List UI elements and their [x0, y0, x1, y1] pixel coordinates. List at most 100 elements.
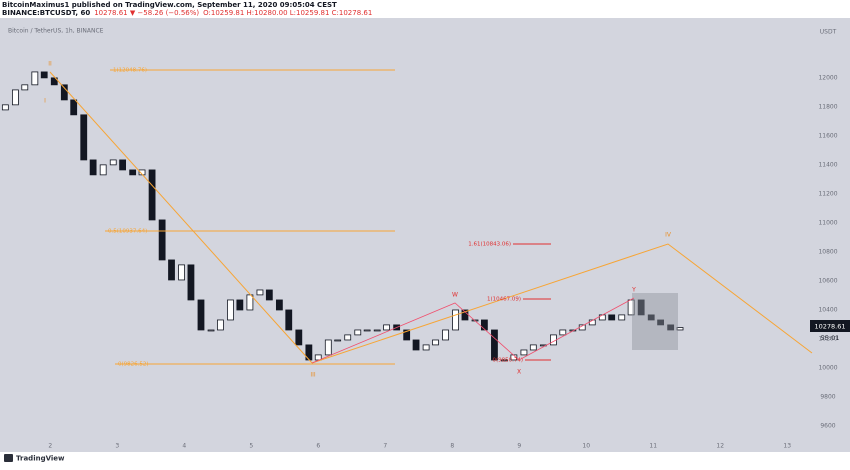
y-tick-label: 10800: [818, 248, 837, 255]
y-tick-label: 11000: [818, 219, 837, 226]
candle-body: [275, 299, 283, 311]
wave-line: [49, 71, 313, 364]
candle-body: [637, 299, 645, 316]
y-tick-label: 10600: [818, 277, 837, 284]
fib-label: 0(9826.52): [118, 362, 149, 368]
logo-icon: [4, 454, 13, 462]
candle-body: [334, 339, 342, 342]
candle-body: [676, 327, 684, 331]
author-line: BitcoinMaximus1 published on TradingView…: [2, 1, 337, 9]
fib-label: 1(10467.09): [487, 297, 521, 303]
candle-body: [60, 84, 68, 101]
y-tick-label: 9800: [820, 393, 835, 400]
candle-body: [178, 264, 185, 281]
wave-label: I: [44, 98, 46, 105]
candle-body: [657, 319, 665, 326]
x-tick-label: 3: [115, 443, 119, 450]
candle-body: [265, 289, 273, 301]
x-tick-label: 12: [716, 443, 724, 450]
candle-body: [256, 289, 264, 296]
y-tick-label: 12000: [818, 75, 837, 82]
fib-label: 1.61(10843.06): [468, 242, 511, 248]
wave-label: III: [310, 372, 316, 379]
candle-body: [618, 314, 626, 321]
candle-body: [442, 329, 449, 341]
highlight-box: [632, 293, 678, 350]
x-tick-label: 5: [249, 443, 253, 450]
y-tick-label: 10200: [818, 335, 837, 342]
y-tick-label: 11400: [818, 161, 837, 168]
countdown: 55:01: [821, 334, 840, 342]
candle-body: [217, 319, 224, 331]
ohlc: O:10259.81 H:10280.00 L:10259.81 C:10278…: [203, 9, 372, 17]
candle-body: [667, 324, 675, 331]
candle-body: [21, 84, 29, 91]
last-price-box: [810, 320, 850, 332]
candle-body: [529, 344, 537, 351]
x-tick-label: 9: [517, 443, 521, 450]
candle-body: [491, 329, 498, 361]
symbol-line: BINANCE:BTCUSDT, 60 10278.61 ▼ −58.26 (−0…: [2, 9, 372, 17]
last-price: 10278.61: [814, 323, 845, 331]
candle-body: [480, 319, 488, 331]
y-axis-label: USDT: [820, 29, 837, 36]
candle-body: [109, 159, 117, 166]
chart-background: [0, 18, 850, 452]
candle-body: [324, 339, 332, 356]
candle-body: [412, 339, 420, 351]
candle-body: [236, 299, 244, 311]
candle-body: [422, 344, 430, 351]
x-tick-label: 10: [582, 443, 590, 450]
candle-body: [285, 309, 293, 331]
y-tick-label: 11600: [818, 133, 837, 140]
candle-body: [40, 71, 48, 79]
candle-body: [207, 329, 215, 332]
annotations: 1(12048.76) 0.5(10937.64) 0(9826.52) 1.61(1…: [44, 61, 672, 379]
candle-body: [99, 164, 107, 176]
wave-line: [311, 243, 813, 364]
y-tick-label: 11200: [818, 190, 837, 197]
candle-body: [403, 329, 411, 341]
candle-body: [70, 99, 78, 116]
candle-body: [383, 324, 390, 331]
wave-label: W: [452, 292, 458, 299]
candle-body: [520, 349, 528, 356]
wave-label: X: [517, 369, 521, 376]
candles: [1, 71, 684, 362]
x-tick-label: 6: [316, 443, 320, 450]
price-change: 10278.61 ▼ −58.26 (−0.56%): [94, 9, 199, 17]
candle-body: [246, 294, 254, 311]
candle-body: [501, 359, 508, 362]
candle-body: [89, 159, 97, 176]
candle-body: [373, 329, 381, 332]
wave-line: [311, 297, 635, 364]
y-tick-label: 11800: [818, 104, 837, 111]
candle-body: [598, 314, 606, 321]
candle-body: [1, 104, 9, 111]
candle-body: [148, 169, 156, 221]
candle-body: [608, 314, 616, 321]
candle-body: [187, 264, 195, 301]
fib-label: 0.5(10937.64): [108, 229, 147, 235]
candle-body: [80, 114, 88, 161]
candle-body: [129, 169, 137, 176]
candle-body: [197, 299, 205, 331]
chart-title: Bitcoin / TetherUS, 1h, BINANCE: [8, 28, 104, 35]
brand[interactable]: TradingView: [16, 455, 65, 463]
candle-body: [31, 71, 39, 86]
candle-body: [363, 329, 371, 332]
candle-body: [354, 329, 362, 336]
candle-body: [647, 314, 655, 321]
x-tick-label: 7: [383, 443, 387, 450]
y-tick-label: 10000: [818, 364, 837, 371]
candle-body: [12, 89, 19, 106]
candle-body: [559, 329, 567, 336]
y-tick-label: 10400: [818, 306, 837, 313]
candle-body: [158, 219, 166, 261]
candle-body: [344, 334, 352, 341]
wave-label: Y: [631, 287, 636, 294]
x-tick-label: 2: [48, 443, 52, 450]
candle-body: [295, 329, 303, 346]
candle-body: [50, 77, 58, 86]
